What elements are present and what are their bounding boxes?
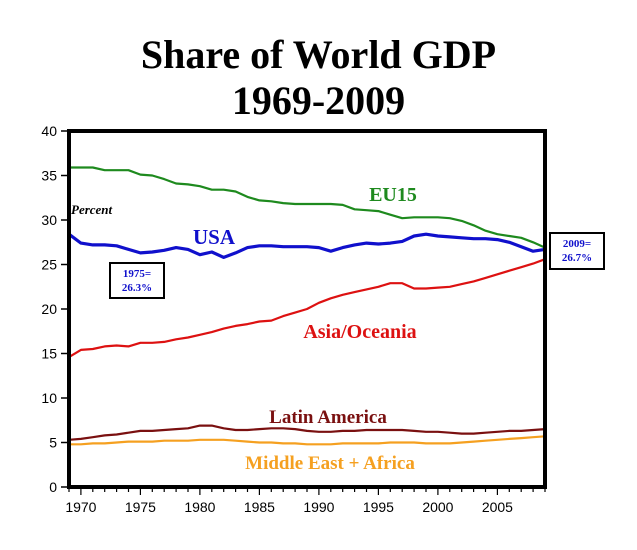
callout-text-a2009-0: 2009=: [563, 238, 591, 250]
x-tick-label-1980: 1980: [184, 499, 215, 515]
series-label-eu15: EU15: [369, 184, 417, 206]
callout-text-a1975-0: 1975=: [123, 268, 151, 280]
callout-box-a2009: [549, 232, 605, 270]
series-line-usa: [68, 232, 546, 259]
y-tick-label-0: 0: [49, 479, 57, 495]
y-tick-label-10: 10: [41, 390, 57, 406]
x-tick-label-1970: 1970: [65, 499, 96, 515]
callout-text-a2009-1: 26.7%: [562, 252, 592, 264]
y-tick-label-20: 20: [41, 301, 57, 317]
x-tick-label-1985: 1985: [244, 499, 275, 515]
chart-title-line-1: Share of World GDP: [140, 32, 497, 77]
series-line-eu15: [69, 166, 546, 249]
chart-title-line-2: 1969-2009: [231, 78, 406, 123]
x-tick-label-2000: 2000: [422, 499, 453, 515]
callout-text-a1975-1: 26.3%: [122, 282, 152, 294]
percent-annotation: Percent: [71, 202, 113, 217]
series-label-latin-america: Latin America: [269, 407, 387, 428]
plot-frame: [67, 129, 547, 489]
series-line-asia-oceania: [68, 258, 546, 359]
series-label-middle-east-africa: Middle East + Africa: [245, 453, 415, 474]
series-label-asia-oceania: Asia/Oceania: [303, 321, 416, 343]
y-tick-label-5: 5: [49, 435, 57, 451]
callout-box-a1975: [109, 262, 165, 299]
x-tick-label-1990: 1990: [303, 499, 334, 515]
y-tick-label-15: 15: [41, 346, 57, 362]
series-line-middle-east-africa: [69, 435, 546, 446]
y-tick-label-40: 40: [41, 123, 57, 139]
series-label-usa: USA: [193, 225, 236, 249]
series-line-latin-america: [68, 424, 546, 441]
y-tick-label-35: 35: [41, 168, 57, 184]
x-tick-label-1975: 1975: [125, 499, 156, 515]
y-tick-label-25: 25: [41, 257, 57, 273]
x-tick-label-1995: 1995: [363, 499, 394, 515]
y-tick-label-30: 30: [41, 212, 57, 228]
x-tick-label-2005: 2005: [482, 499, 513, 515]
